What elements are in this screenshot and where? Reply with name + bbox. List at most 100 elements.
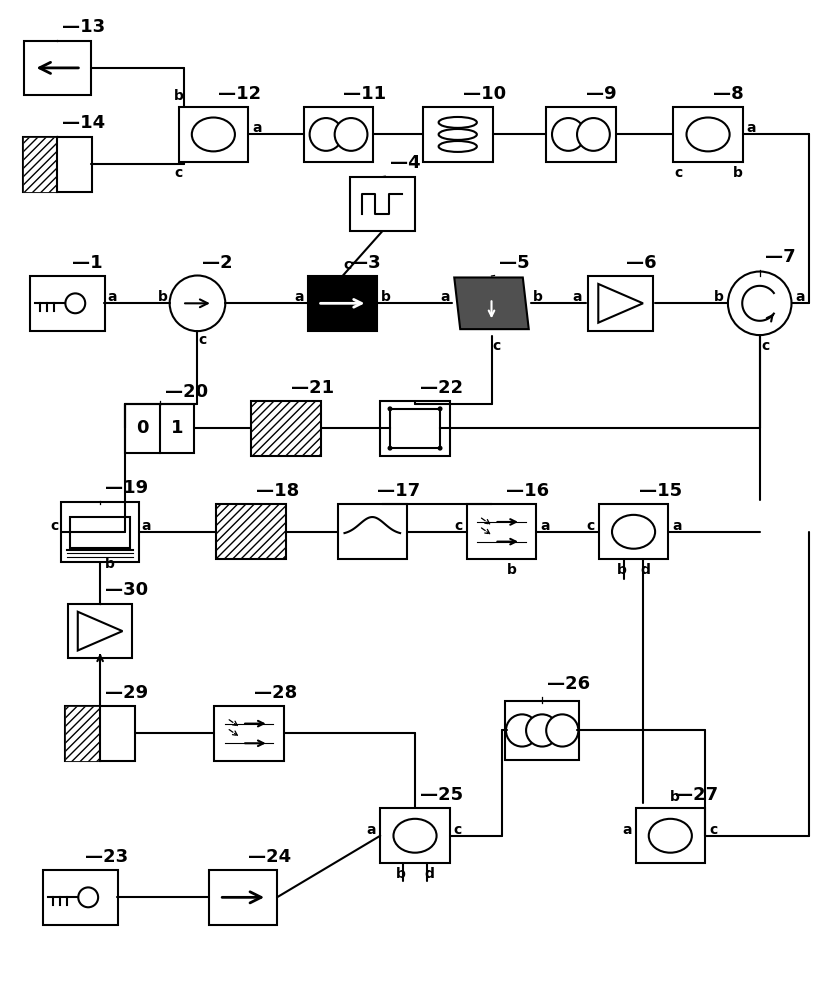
Text: c: c bbox=[674, 166, 682, 180]
Bar bbox=[390, 409, 440, 448]
Text: —22: —22 bbox=[420, 379, 463, 397]
Bar bbox=[380, 808, 450, 863]
Text: —6: —6 bbox=[625, 254, 656, 272]
Text: —7: —7 bbox=[765, 248, 795, 266]
Bar bbox=[423, 107, 492, 162]
Bar bbox=[125, 404, 195, 453]
Ellipse shape bbox=[439, 117, 477, 128]
Text: —9: —9 bbox=[586, 85, 616, 103]
Text: —10: —10 bbox=[462, 85, 506, 103]
Circle shape bbox=[437, 406, 442, 411]
Circle shape bbox=[552, 118, 585, 151]
Text: —23: —23 bbox=[85, 848, 129, 866]
Ellipse shape bbox=[191, 118, 235, 151]
Text: a: a bbox=[622, 823, 631, 837]
Polygon shape bbox=[454, 277, 528, 329]
Text: c: c bbox=[198, 333, 206, 347]
Text: c: c bbox=[587, 519, 595, 533]
Bar bbox=[673, 107, 743, 162]
Text: —16: —16 bbox=[507, 482, 549, 500]
Circle shape bbox=[388, 406, 392, 411]
Bar bbox=[350, 177, 415, 231]
Bar bbox=[23, 41, 91, 95]
Text: b: b bbox=[158, 290, 168, 304]
Bar bbox=[308, 276, 377, 331]
Bar bbox=[217, 504, 286, 559]
Circle shape bbox=[526, 714, 558, 747]
Circle shape bbox=[170, 276, 225, 331]
Text: 1: 1 bbox=[171, 419, 183, 437]
Text: —5: —5 bbox=[499, 254, 530, 272]
Circle shape bbox=[79, 887, 98, 907]
Ellipse shape bbox=[439, 141, 477, 152]
Text: —29: —29 bbox=[105, 684, 148, 702]
Ellipse shape bbox=[649, 819, 692, 853]
Text: —1: —1 bbox=[72, 254, 103, 272]
Text: c: c bbox=[344, 258, 352, 272]
Text: d: d bbox=[640, 563, 650, 577]
Text: a: a bbox=[441, 290, 450, 304]
Text: a: a bbox=[747, 121, 757, 135]
Text: —12: —12 bbox=[218, 85, 262, 103]
Ellipse shape bbox=[612, 515, 655, 549]
Text: b: b bbox=[507, 563, 517, 577]
Text: c: c bbox=[762, 339, 770, 353]
Text: a: a bbox=[252, 121, 262, 135]
Text: —21: —21 bbox=[291, 379, 334, 397]
Text: b: b bbox=[670, 790, 681, 804]
Text: —28: —28 bbox=[254, 684, 298, 702]
Bar bbox=[209, 870, 277, 925]
Text: c: c bbox=[50, 519, 59, 533]
Text: b: b bbox=[733, 166, 743, 180]
Text: a: a bbox=[796, 290, 805, 304]
Bar bbox=[466, 504, 536, 559]
Bar bbox=[546, 107, 615, 162]
Polygon shape bbox=[599, 284, 643, 323]
Text: —13: —13 bbox=[63, 18, 105, 36]
Text: —8: —8 bbox=[713, 85, 744, 103]
Circle shape bbox=[437, 446, 442, 451]
Ellipse shape bbox=[686, 118, 730, 151]
Circle shape bbox=[577, 118, 609, 151]
Text: —15: —15 bbox=[639, 482, 681, 500]
Text: a: a bbox=[540, 519, 550, 533]
Bar bbox=[214, 706, 284, 761]
Bar bbox=[61, 502, 139, 562]
Text: b: b bbox=[533, 290, 543, 304]
Text: —27: —27 bbox=[675, 786, 718, 804]
Circle shape bbox=[506, 714, 538, 747]
Text: b: b bbox=[174, 89, 184, 103]
Text: a: a bbox=[672, 519, 682, 533]
Bar bbox=[43, 870, 118, 925]
Bar bbox=[23, 137, 92, 192]
Circle shape bbox=[728, 272, 792, 335]
Circle shape bbox=[546, 714, 579, 747]
Text: c: c bbox=[709, 823, 717, 837]
Text: a: a bbox=[142, 519, 151, 533]
Text: —17: —17 bbox=[377, 482, 421, 500]
Bar bbox=[599, 504, 668, 559]
Text: b: b bbox=[381, 290, 391, 304]
Bar bbox=[303, 107, 374, 162]
Bar bbox=[589, 276, 653, 331]
Bar bbox=[380, 401, 450, 456]
Text: —2: —2 bbox=[202, 254, 233, 272]
Text: b: b bbox=[714, 290, 724, 304]
Text: —14: —14 bbox=[63, 114, 105, 132]
Text: b: b bbox=[105, 557, 115, 571]
Bar bbox=[251, 401, 321, 456]
Text: b: b bbox=[396, 867, 406, 881]
Text: —26: —26 bbox=[547, 675, 590, 693]
Bar bbox=[30, 276, 104, 331]
Bar bbox=[179, 107, 248, 162]
Text: c: c bbox=[175, 166, 183, 180]
Text: —30: —30 bbox=[105, 581, 148, 599]
Text: —20: —20 bbox=[165, 383, 208, 401]
Ellipse shape bbox=[394, 819, 436, 853]
Text: c: c bbox=[455, 519, 462, 533]
Text: —24: —24 bbox=[248, 848, 291, 866]
Circle shape bbox=[309, 118, 343, 151]
Text: 0: 0 bbox=[136, 419, 149, 437]
Text: a: a bbox=[367, 823, 376, 837]
Bar bbox=[23, 137, 58, 192]
